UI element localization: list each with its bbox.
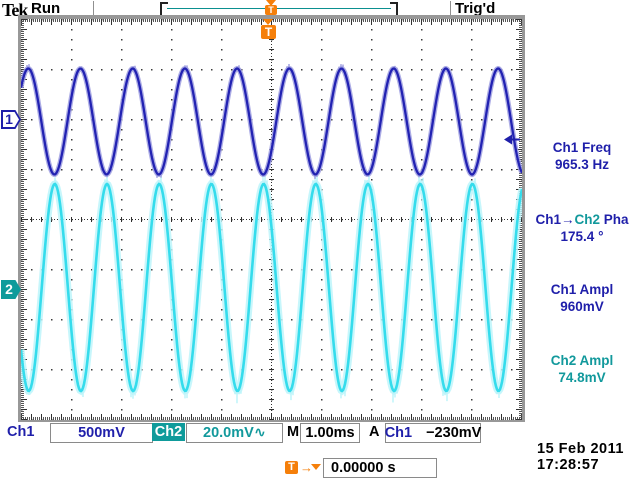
graticule-frame — [18, 15, 525, 422]
measurement-label: Ch1 Freq — [552, 140, 612, 155]
trigger-position-bar — [167, 8, 391, 9]
ch2-marker-pentagon-icon — [1, 280, 21, 299]
trigger-position-marker-graticule: T — [261, 19, 277, 40]
ch1-ground-marker: 1 — [1, 110, 21, 129]
acquisition-status: Run — [31, 0, 61, 17]
ac-coupling-icon: ∿ — [253, 425, 266, 441]
ch1-scale-readout: 500mV — [50, 423, 153, 443]
measurement-value: 175.4 ° — [560, 229, 604, 244]
trigger-marker-t-icon: T — [265, 5, 277, 15]
measurement-ch1-freq: Ch1 Freq 965.3 Hz — [524, 139, 640, 173]
datetime: 15 Feb 2011 17:28:57 — [537, 441, 624, 473]
trigger-marker-t-icon: T — [261, 25, 276, 39]
measurement-ch1-ch2-phase: Ch1→Ch2 Pha 175.4 ° — [524, 211, 640, 245]
measurement-ch1-ampl: Ch1 Ampl 960mV — [524, 281, 640, 315]
measurement-ch2-ampl: Ch2 Ampl 74.8mV — [524, 352, 640, 386]
delay-arrow-icon: → — [300, 460, 313, 475]
measurement-value: 74.8mV — [558, 370, 606, 385]
trigger-source: Ch1 — [384, 425, 413, 441]
trigger-level-value: −230mV — [426, 425, 482, 441]
timebase-readout: 1.00ms — [300, 423, 360, 443]
time: 17:28:57 — [537, 457, 600, 473]
arrow-icon: → — [560, 212, 575, 227]
measurement-label: Ch1 Ampl — [550, 282, 614, 297]
timebase-label: M — [287, 424, 300, 440]
graticule — [21, 19, 522, 420]
delay-time-readout: 0.00000 s — [323, 458, 437, 478]
trigger-group-label: A — [369, 424, 380, 440]
graticule-center-axis-vertical — [269, 19, 274, 420]
measurement-label: Ch1→Ch2 Pha — [535, 212, 629, 227]
trigger-readout: Ch1 −230mV — [385, 423, 481, 443]
trigger-marker-arrow-icon — [266, 0, 276, 6]
measurement-value: 965.3 Hz — [554, 157, 610, 172]
ch2-scale-readout: 20.0mV∿ — [186, 423, 283, 443]
trigger-position-marker-topbar: T — [265, 0, 277, 15]
ch1-label: Ch1 — [7, 424, 35, 440]
topbar-divider — [450, 1, 451, 16]
measurement-label: Ch2 Ampl — [550, 353, 614, 368]
trigger-status: Trig'd — [455, 0, 496, 17]
ch2-ground-marker: 2 — [1, 280, 21, 299]
measurement-value: 960mV — [560, 299, 604, 314]
date: 15 Feb 2011 — [537, 441, 624, 457]
delay-triangle-icon — [311, 464, 321, 470]
topbar-divider — [93, 1, 94, 16]
delay-t-icon: T — [285, 461, 298, 474]
trigger-marker-arrow-icon — [263, 19, 273, 25]
ch2-label-badge: Ch2 — [152, 423, 185, 441]
